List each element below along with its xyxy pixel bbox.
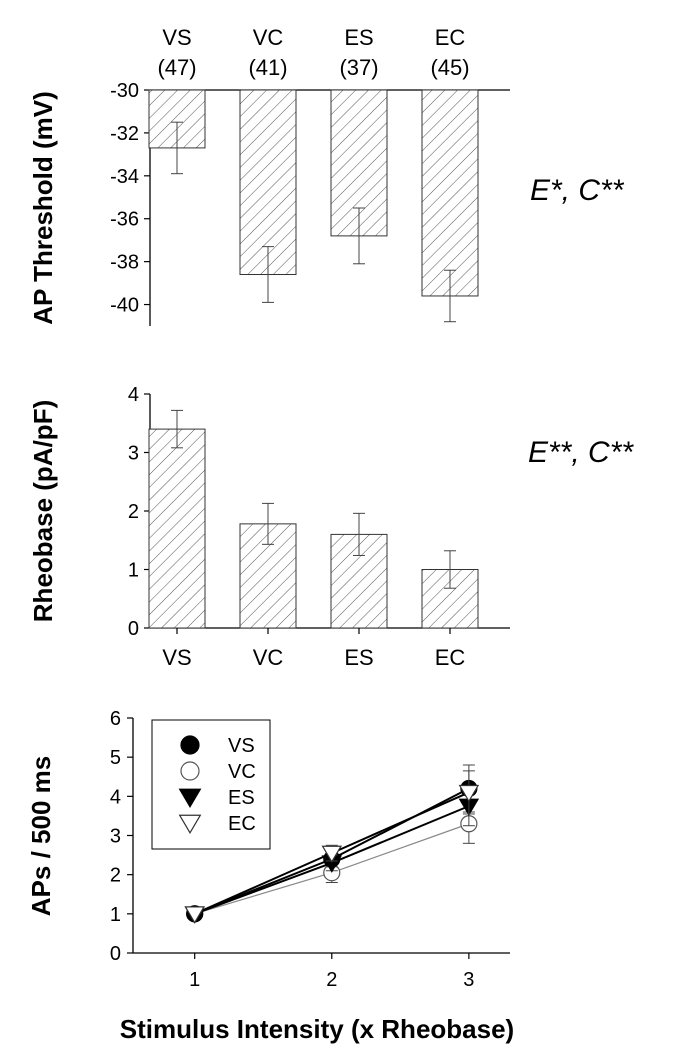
rheobase-ytick-label: 3 — [128, 443, 139, 465]
aps-xlabel: Stimulus Intensity (x Rheobase) — [120, 1014, 514, 1044]
threshold-statistics: E*, C** — [530, 174, 625, 207]
rheobase-category-label: ES — [344, 645, 373, 670]
data-point-ec — [458, 784, 480, 803]
rheobase-error-bar — [444, 550, 456, 589]
data-point-ec — [184, 906, 205, 924]
rheobase-category-label: VC — [253, 645, 284, 670]
aps-ytick-label: 3 — [110, 826, 121, 848]
legend-marker-ec — [178, 814, 202, 835]
rheobase-panel: 0 1 2 3 4 VS VC ES EC Rheobase (pA/pF) E**, C** — [28, 384, 634, 670]
aps-ytick-label: 5 — [110, 747, 121, 769]
legend-box — [151, 719, 271, 850]
legend-marker-vs — [180, 735, 200, 755]
threshold-ytick-label: -30 — [110, 80, 139, 102]
threshold-error-bar — [262, 246, 274, 303]
data-point-ec — [321, 845, 343, 864]
threshold-panel: -30 -32 -34 -36 -38 -40 VS (47) VC (41) ES (37) EC (… — [28, 25, 625, 326]
threshold-error-bar — [171, 121, 183, 175]
aps-panel: 0 1 2 3 4 5 6 1 2 3 VS VC ES EC APs / 500 ms Stimul… — [26, 708, 514, 1044]
rheobase-error-bar — [171, 409, 183, 449]
rheobase-ytick-label: 1 — [128, 560, 139, 582]
threshold-bar-ec — [421, 89, 479, 297]
legend-label-es: ES — [228, 787, 255, 809]
aps-ytick-label: 6 — [110, 708, 121, 730]
series-ec — [184, 770, 480, 924]
threshold-ytick-label: -36 — [110, 209, 139, 231]
threshold-group-size: (47) — [157, 55, 196, 80]
aps-xtick-label: 1 — [189, 969, 200, 991]
rheobase-ytick-label: 0 — [128, 618, 139, 640]
rheobase-ytick-label: 2 — [128, 501, 139, 523]
threshold-group-size: (37) — [339, 55, 378, 80]
aps-xtick-label: 3 — [463, 969, 474, 991]
threshold-ytick-label: -34 — [110, 166, 139, 188]
aps-ytick-label: 2 — [110, 865, 121, 887]
threshold-category-label: VS — [162, 25, 191, 50]
threshold-error-bar — [444, 269, 456, 323]
threshold-group-size: (41) — [248, 55, 287, 80]
threshold-ytick-label: -32 — [110, 123, 139, 145]
aps-xtick-label: 2 — [326, 969, 337, 991]
threshold-ytick-label: -40 — [110, 295, 139, 317]
aps-ytick-label: 0 — [110, 943, 121, 965]
threshold-bar-vc — [239, 89, 297, 276]
threshold-category-label: ES — [344, 25, 373, 50]
rheobase-statistics: E**, C** — [528, 436, 634, 469]
threshold-ylabel: AP Threshold (mV) — [28, 91, 58, 325]
legend-label-vs: VS — [228, 735, 255, 757]
threshold-error-bar — [353, 207, 365, 265]
rheobase-error-bar — [262, 502, 274, 545]
aps-ytick-label: 4 — [110, 786, 121, 808]
threshold-category-label: EC — [435, 25, 466, 50]
rheobase-bar-vs — [148, 428, 206, 629]
legend-label-ec: EC — [228, 813, 256, 835]
threshold-group-size: (45) — [430, 55, 469, 80]
legend-marker-es — [178, 788, 202, 809]
legend-marker-vc — [180, 761, 200, 781]
legend-label-vc: VC — [228, 761, 256, 783]
rheobase-category-label: EC — [435, 645, 466, 670]
threshold-ytick-label: -38 — [110, 252, 139, 274]
rheobase-ytick-label: 4 — [128, 384, 139, 406]
aps-ylabel: APs / 500 ms — [26, 756, 56, 916]
threshold-category-label: VC — [253, 25, 284, 50]
rheobase-error-bar — [353, 512, 365, 556]
aps-ytick-label: 1 — [110, 904, 121, 926]
rheobase-category-label: VS — [162, 645, 191, 670]
rheobase-ylabel: Rheobase (pA/pF) — [28, 400, 58, 622]
